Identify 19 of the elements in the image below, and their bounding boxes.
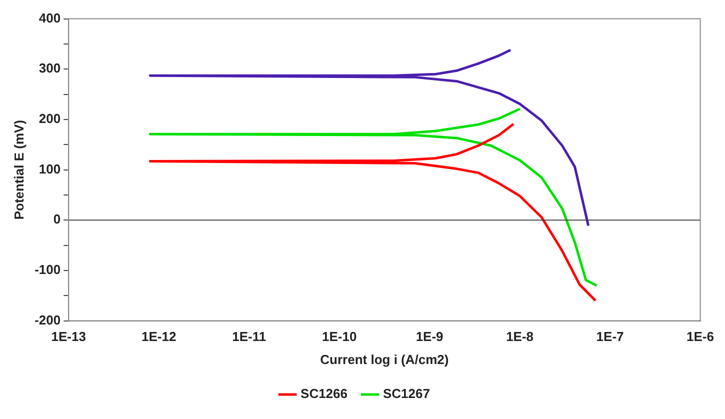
y-tick-label: 100 bbox=[38, 161, 61, 176]
x-tick-label: 1E-10 bbox=[322, 329, 357, 344]
y-tick-label: -100 bbox=[34, 262, 61, 278]
x-tick-label: 1E-7 bbox=[596, 329, 624, 344]
legend-label: SC1267 bbox=[383, 386, 430, 402]
x-tick-label: 1E-12 bbox=[142, 329, 176, 344]
y-tick-label: 0 bbox=[53, 212, 61, 227]
x-axis-title: Current log i (A/cm2) bbox=[320, 352, 449, 367]
x-tick-label: 1E-6 bbox=[686, 329, 714, 344]
x-tick-label: 1E-9 bbox=[416, 329, 444, 344]
legend-label: SC1266 bbox=[300, 386, 348, 402]
y-tick-label: -200 bbox=[34, 312, 61, 328]
y-axis-title: Potential E (mV) bbox=[11, 120, 26, 220]
x-tick-label: 1E-8 bbox=[506, 329, 534, 344]
y-tick-label: 400 bbox=[38, 10, 61, 26]
x-tick-label: 1E-13 bbox=[51, 329, 86, 344]
y-tick-label: 300 bbox=[38, 60, 61, 76]
y-tick-label: 200 bbox=[38, 111, 61, 126]
x-tick-label: 1E-11 bbox=[232, 329, 266, 344]
